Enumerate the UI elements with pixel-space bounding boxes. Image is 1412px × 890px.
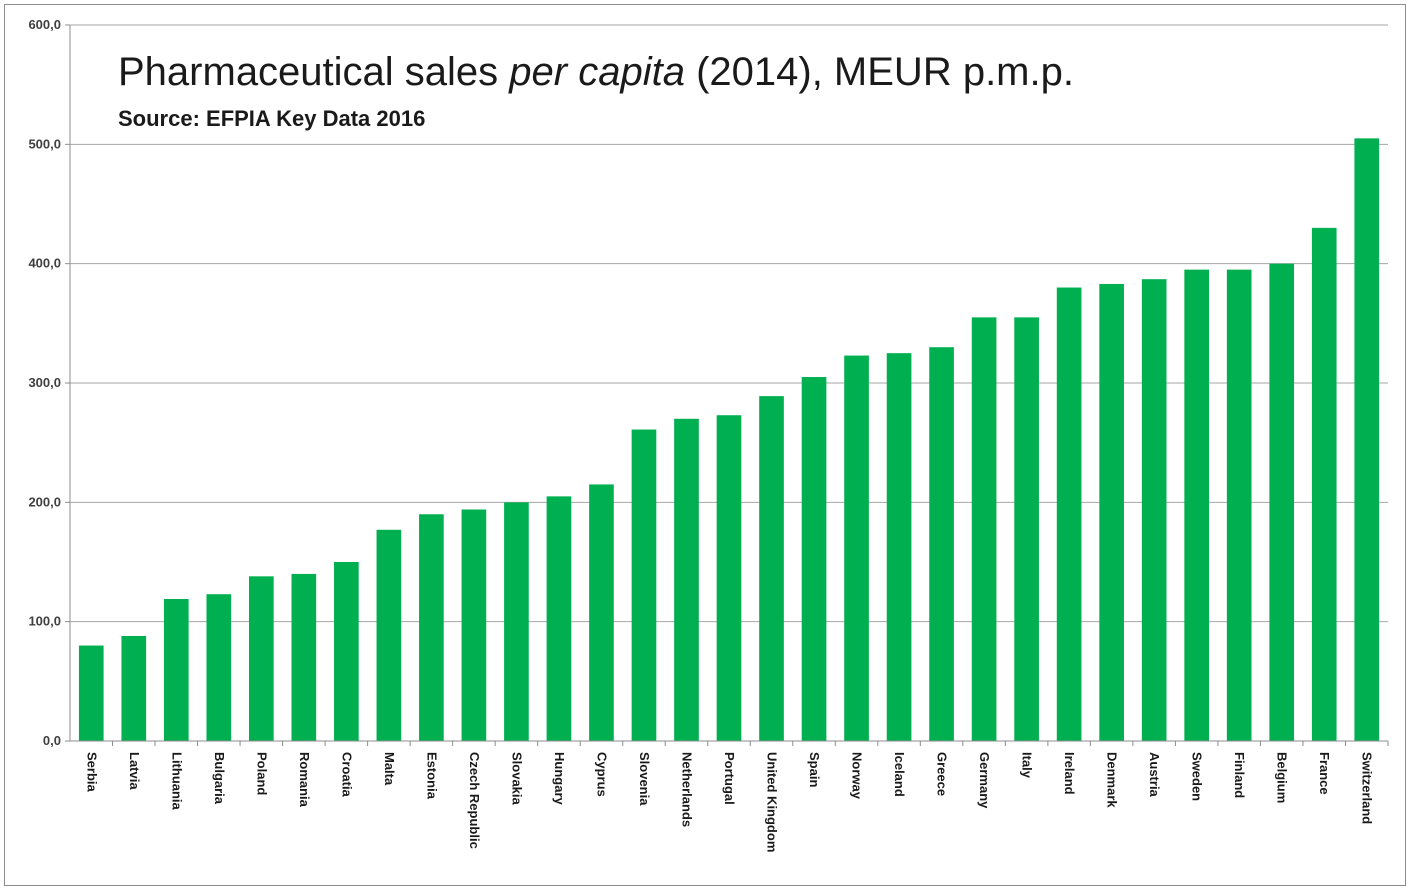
x-tick-label: Switzerland: [1360, 752, 1375, 824]
bar: [1311, 227, 1337, 741]
x-tick-label: Bulgaria: [212, 752, 227, 805]
x-tick-label: Serbia: [84, 752, 99, 793]
x-tick-label: Finland: [1232, 752, 1247, 798]
bar: [376, 529, 402, 741]
x-tick-label: France: [1317, 752, 1332, 795]
bar: [248, 576, 274, 741]
bars: [78, 138, 1380, 741]
x-axis-labels: Serbia Latvia Lithuania Bulgaria Poland Roman…: [84, 741, 1389, 852]
x-tick-label: United Kingdom: [765, 752, 780, 852]
x-tick-label: Slovenia: [637, 752, 652, 806]
x-tick-label: Portugal: [722, 752, 737, 805]
x-tick-label: Germany: [977, 752, 992, 809]
x-tick-label: Netherlands: [679, 752, 694, 827]
x-tick-label: Czech Republic: [467, 752, 482, 849]
y-axis-ticks: 0,0 100,0 200,0 300,0 400,0 500,0 600,0: [28, 17, 70, 748]
bar: [163, 598, 189, 741]
bar: [1184, 269, 1210, 741]
y-tick-label: 100,0: [28, 614, 61, 629]
bar: [971, 317, 997, 741]
x-tick-label: Sweden: [1190, 752, 1205, 801]
x-tick-label: Greece: [935, 752, 950, 796]
bar: [589, 484, 614, 741]
x-tick-label: Estonia: [424, 752, 439, 800]
y-tick-label: 0,0: [43, 733, 61, 748]
x-tick-label: Ireland: [1062, 752, 1077, 795]
bar: [1014, 317, 1039, 741]
bar: [121, 635, 147, 741]
bar: [844, 355, 869, 741]
bar: [334, 562, 359, 741]
y-tick-label: 400,0: [28, 256, 61, 271]
chart-title: Pharmaceutical sales per capita (2014), …: [118, 50, 1074, 94]
title-part-italic: per capita: [508, 50, 685, 94]
x-tick-label: Cyprus: [594, 752, 609, 797]
x-tick-label: Denmark: [1105, 752, 1120, 808]
gridlines: [70, 24, 1388, 623]
bar: [886, 353, 912, 741]
x-tick-label: Norway: [850, 752, 865, 800]
x-tick-label: Croatia: [339, 752, 354, 798]
title-part-1: Pharmaceutical sales: [118, 50, 509, 94]
y-tick-label: 300,0: [28, 375, 61, 390]
x-tick-label: Poland: [254, 752, 269, 795]
bar: [1141, 279, 1167, 741]
bar: [716, 415, 742, 741]
y-tick-label: 200,0: [28, 494, 61, 509]
chart-frame: [4, 4, 1406, 886]
bar: [546, 496, 572, 741]
x-tick-label: Romania: [297, 752, 312, 808]
bar: [206, 594, 232, 741]
bar: [1099, 283, 1124, 741]
bar: [1056, 287, 1082, 741]
bar: [801, 377, 827, 741]
title-part-2: (2014), MEUR p.m.p.: [685, 50, 1074, 94]
x-tick-label: Slovakia: [509, 752, 524, 806]
x-tick-label: Austria: [1147, 752, 1162, 798]
bar: [504, 502, 529, 741]
x-tick-label: Italy: [1020, 752, 1035, 779]
y-tick-label: 500,0: [28, 136, 61, 151]
bar: [461, 509, 487, 741]
bar: [1226, 269, 1252, 741]
x-tick-label: Lithuania: [169, 752, 184, 811]
axes: [69, 25, 1388, 742]
y-tick-label: 600,0: [28, 17, 61, 32]
bar: [1354, 138, 1380, 741]
x-tick-label: Latvia: [127, 752, 142, 790]
chart-subtitle: Source: EFPIA Key Data 2016: [118, 106, 425, 131]
x-tick-label: Hungary: [552, 752, 567, 806]
x-tick-label: Iceland: [892, 752, 907, 797]
bar: [1269, 263, 1295, 741]
bar: [674, 418, 699, 741]
bar: [78, 645, 104, 741]
bar: [929, 347, 954, 741]
bar: [291, 573, 317, 741]
bar: [759, 396, 784, 741]
bar: [631, 429, 657, 741]
x-tick-label: Spain: [807, 752, 822, 787]
x-tick-label: Belgium: [1275, 752, 1290, 803]
x-tick-label: Malta: [382, 752, 397, 786]
bar: [419, 514, 444, 741]
